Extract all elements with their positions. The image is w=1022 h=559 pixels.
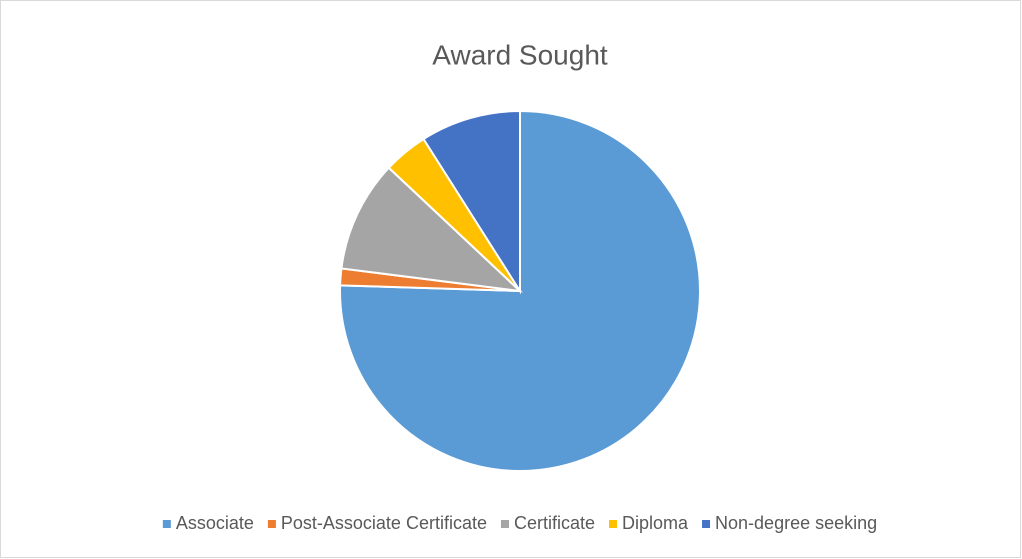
pie-slice xyxy=(422,109,521,295)
legend-swatch xyxy=(702,520,711,528)
legend-swatch xyxy=(609,520,618,528)
pie-slice xyxy=(340,166,523,293)
legend-swatch xyxy=(162,520,171,528)
legend-swatch xyxy=(500,520,509,528)
chart-title: Award Sought xyxy=(432,39,608,70)
legend-swatch xyxy=(267,520,276,528)
legend-label: Non-degree seeking xyxy=(715,513,877,533)
legend-label: Post-Associate Certificate xyxy=(281,513,487,533)
legend-label: Certificate xyxy=(514,513,595,533)
legend-label: Diploma xyxy=(622,513,689,533)
legend-label: Associate xyxy=(176,513,254,533)
